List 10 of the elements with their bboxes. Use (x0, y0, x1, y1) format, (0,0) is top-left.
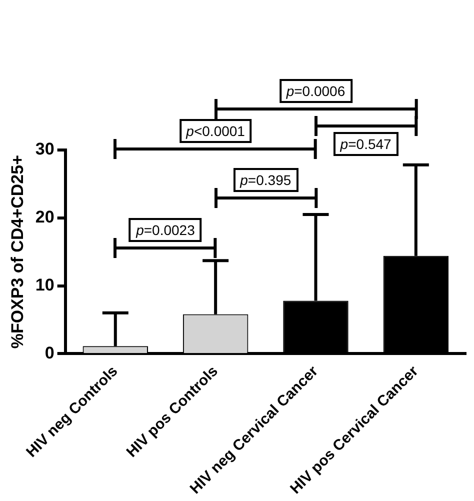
annotation: p=0.547 (333, 132, 398, 156)
annotation: p=0.0023 (129, 218, 202, 242)
text: p=0.0006 (279, 79, 352, 104)
text: p<0.0001 (179, 119, 252, 144)
y-tick-label: 20 (35, 208, 54, 227)
y-tick-label: 10 (35, 275, 54, 294)
annotation: p=0.395 (233, 168, 298, 192)
y-tick-label: 0 (44, 343, 54, 362)
y-tick-label: 30 (35, 140, 54, 159)
y-axis-title: %FOXP3 of CD4+CD25+ (8, 154, 27, 349)
